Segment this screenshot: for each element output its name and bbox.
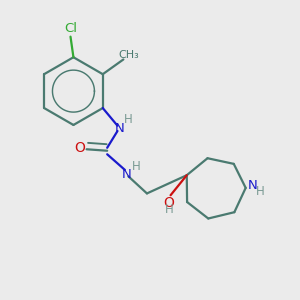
Text: N: N — [115, 122, 125, 135]
Text: Cl: Cl — [64, 22, 77, 35]
Text: H: H — [256, 185, 264, 198]
Text: N: N — [247, 179, 257, 192]
Text: O: O — [75, 141, 86, 155]
Text: H: H — [124, 113, 133, 126]
Text: N: N — [122, 168, 131, 181]
Text: CH₃: CH₃ — [118, 50, 139, 60]
Text: H: H — [164, 203, 173, 216]
Text: H: H — [132, 160, 140, 173]
Text: O: O — [164, 196, 174, 210]
